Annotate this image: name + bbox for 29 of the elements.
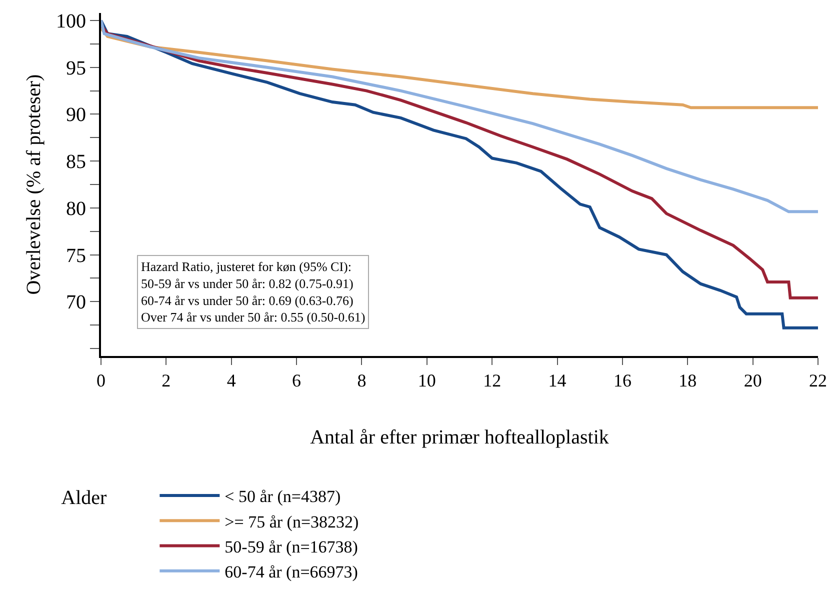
x-tick-label: 2 [162, 370, 171, 391]
x-tick-label: 20 [744, 370, 762, 391]
x-tick-label: 6 [292, 370, 302, 391]
x-tick-label: 0 [96, 370, 106, 391]
x-tick-label: 4 [226, 370, 236, 391]
legend-label: < 50 år (n=4387) [224, 487, 341, 506]
legend-title: Alder [61, 487, 147, 509]
y-tick-label: 90 [66, 104, 86, 126]
line-series [101, 26, 818, 110]
x-tick-label: 18 [678, 370, 697, 391]
y-axis-title: Overlevelse (% af proteser) [23, 74, 45, 295]
x-axis-title: Antal år efter primær hoftealloplastik [310, 426, 609, 449]
x-tick-label: 14 [548, 370, 566, 391]
y-tick-label: 95 [66, 57, 86, 80]
annotation: Hazard Ratio, justeret for køn (95% CI): 50-59 år vs under 50 år: 0.82 (0.75-0.91) 60-74 år vs under 50 år: 0.69 (0.63-0.76) Over 74 år vs under 50 år: 0.55 (0.50-0.61) [141, 259, 366, 325]
x-tick-label: 10 [418, 370, 436, 391]
y-tick-label: 85 [66, 151, 86, 174]
legend-label: >= 75 år (n=38232) [224, 512, 359, 532]
y-tick-label: 80 [66, 198, 86, 220]
y-tick-label: 70 [66, 292, 86, 314]
y-tick-label: 75 [66, 244, 86, 267]
x-tick-label: 8 [357, 370, 366, 391]
x-tick-label: 22 [809, 370, 827, 391]
legend-label: 50-59 år (n=16738) [224, 537, 358, 556]
line-series [101, 19, 818, 214]
x-tick-label: 16 [613, 370, 632, 391]
x-tick-label: 12 [483, 370, 502, 391]
y-tick-label: 100 [56, 10, 86, 32]
legend-label: 60-74 år (n=66973) [224, 562, 358, 582]
